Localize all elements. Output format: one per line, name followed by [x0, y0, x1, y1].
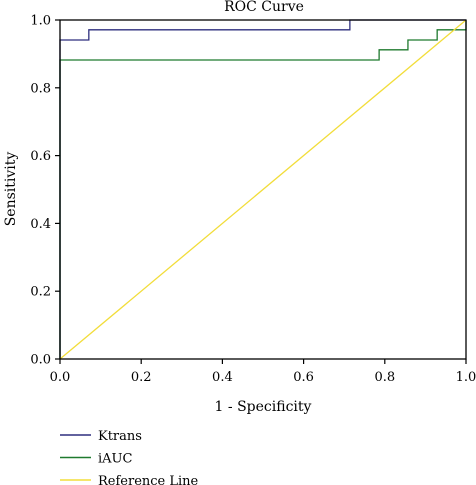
chart-title: ROC Curve — [224, 0, 304, 15]
legend-label-ktrans: Ktrans — [98, 429, 142, 444]
x-tick-label: 0.0 — [50, 370, 71, 385]
y-tick-label: 0.6 — [30, 149, 51, 164]
series-layer — [59, 19, 467, 360]
legend-label-iauc: iAUC — [98, 452, 133, 467]
series-line-iauc — [59, 20, 467, 359]
x-axis-label: 1 - Specificity — [215, 399, 312, 415]
x-axis: 0.0 0.2 0.4 0.6 0.8 1.0 — [50, 359, 476, 385]
y-tick-label: 1.0 — [30, 14, 51, 29]
series-line-reference-line — [59, 19, 467, 360]
y-tick-label: 0.0 — [30, 353, 51, 368]
y-tick-label: 0.2 — [30, 285, 51, 300]
y-tick-label: 0.4 — [30, 217, 51, 232]
legend: Ktrans iAUC Reference Line — [60, 429, 199, 485]
x-tick-label: 1.0 — [456, 370, 476, 385]
x-tick-label: 0.6 — [293, 370, 314, 385]
x-tick-label: 0.2 — [131, 370, 152, 385]
x-tick-label: 0.4 — [212, 370, 233, 385]
y-tick-label: 0.8 — [30, 81, 51, 96]
legend-label-reference-line: Reference Line — [98, 474, 199, 485]
x-tick-label: 0.8 — [374, 370, 395, 385]
plot-frame — [59, 19, 467, 360]
y-axis-label: Sensitivity — [3, 152, 19, 227]
y-axis: 0.0 0.2 0.4 0.6 0.8 1.0 — [30, 14, 60, 368]
